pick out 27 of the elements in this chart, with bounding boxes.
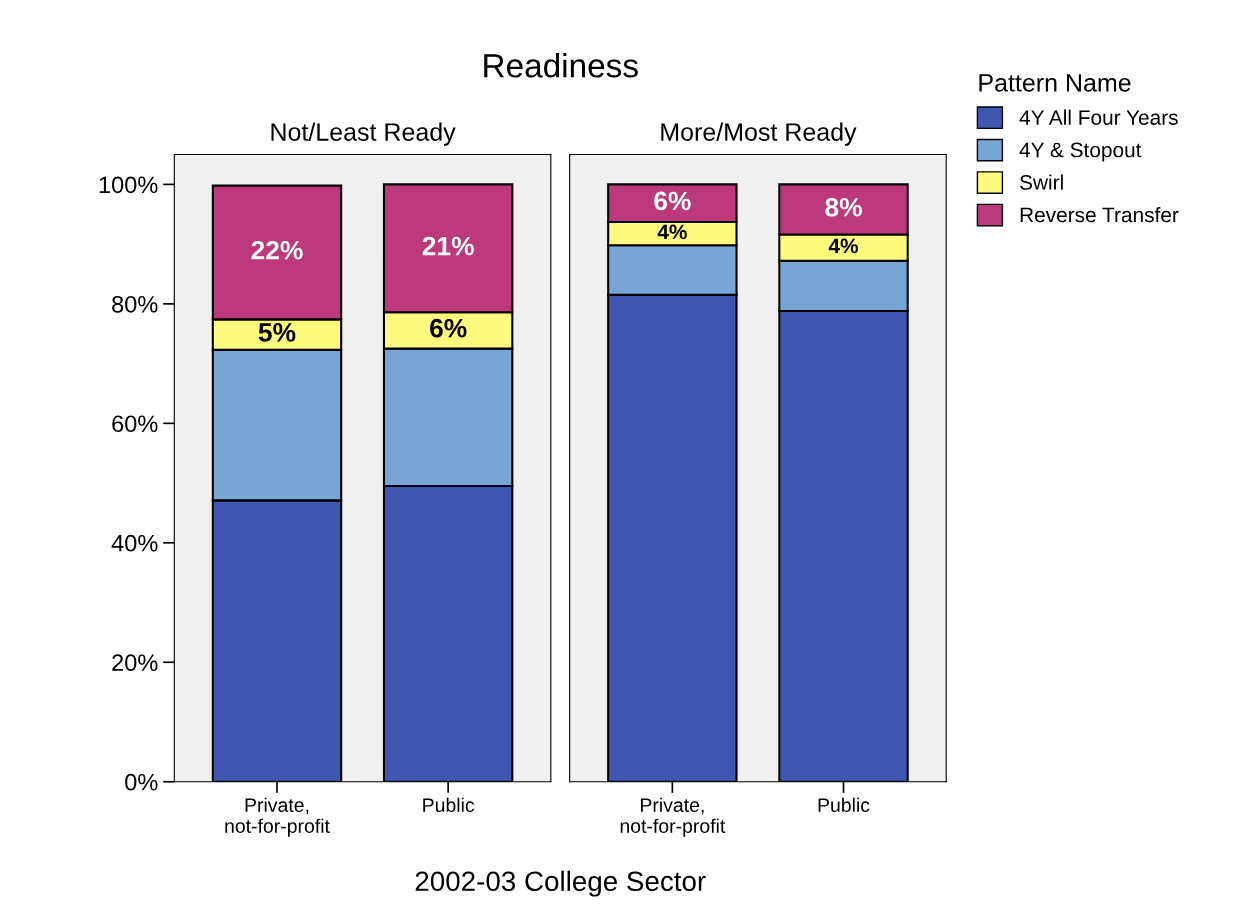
y-tick-label: 60% [112, 415, 158, 433]
data-label: 5% [258, 323, 296, 342]
data-label: 6% [654, 191, 691, 211]
x-axis-title: 2002-03 College Sector [415, 870, 706, 897]
data-label: 4% [657, 224, 687, 240]
data-label: 22% [251, 240, 303, 260]
y-tick-label: 100% [99, 176, 158, 194]
chart-title: Readiness [484, 53, 638, 78]
x-tick-label: Private, not-for-profit [225, 797, 330, 837]
y-tick-label: 0% [125, 773, 158, 791]
chart-subtitle: Not/Least Ready [271, 122, 456, 146]
legend-label: 4Y & Stopout [1019, 142, 1142, 162]
data-label: 8% [825, 197, 862, 217]
data-label: 6% [430, 318, 467, 338]
x-tick-label: Public [423, 797, 475, 812]
data-label: 4% [828, 238, 859, 254]
y-tick-label: 80% [112, 295, 158, 313]
x-tick-label: Public [818, 797, 870, 812]
legend-label: 4Y All Four Years [1019, 109, 1178, 125]
legend-title: Pattern Name [979, 74, 1131, 92]
x-tick-label: Private, not-for-profit [620, 797, 726, 837]
legend-label: Reverse Transfer [1020, 206, 1179, 223]
chart-subtitle: More/Most Ready [661, 122, 857, 146]
y-tick-label: 20% [112, 654, 158, 672]
legend-label: Swirl [1020, 174, 1063, 190]
data-label: 21% [422, 236, 474, 256]
y-tick-label: 40% [111, 534, 158, 552]
